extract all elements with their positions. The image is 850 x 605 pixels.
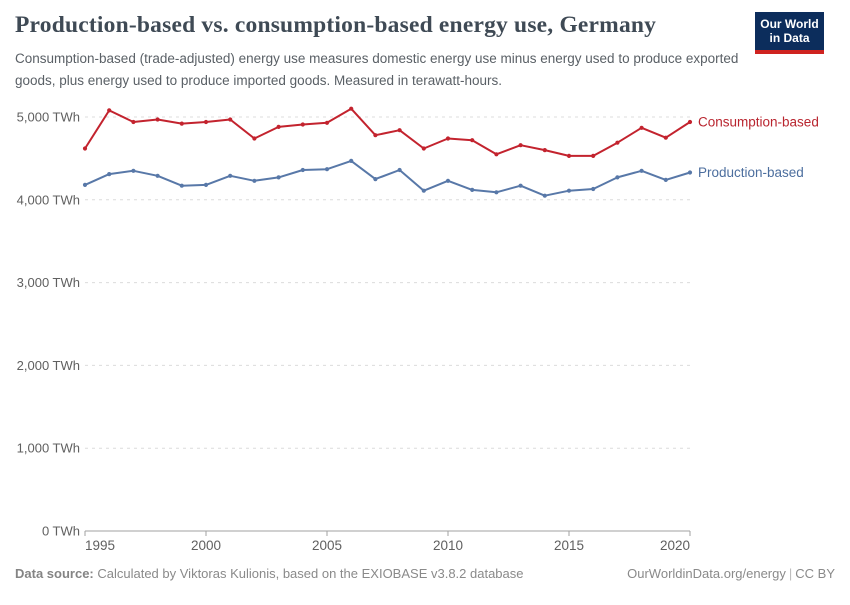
y-tick-label: 0 TWh xyxy=(42,524,80,539)
footer-attribution: OurWorldinData.org/energy | CC BY xyxy=(627,566,835,581)
data-point-production-based[interactable] xyxy=(349,158,354,163)
data-point-consumption-based[interactable] xyxy=(687,119,693,125)
data-point-production-based[interactable] xyxy=(82,182,88,187)
y-tick-label: 4,000 TWh xyxy=(17,192,80,207)
data-point-consumption-based[interactable] xyxy=(276,124,281,129)
data-point-consumption-based[interactable] xyxy=(107,108,112,113)
data-point-consumption-based[interactable] xyxy=(445,136,451,141)
data-point-consumption-based[interactable] xyxy=(155,117,160,122)
page-title: Production-based vs. consumption-based e… xyxy=(15,12,657,38)
data-point-consumption-based[interactable] xyxy=(494,152,499,157)
y-tick-label: 2,000 TWh xyxy=(17,358,80,373)
data-point-consumption-based[interactable] xyxy=(518,143,523,148)
owid-url-link[interactable]: OurWorldinData.org/energy xyxy=(627,565,786,581)
data-point-production-based[interactable] xyxy=(494,190,499,195)
data-point-consumption-based[interactable] xyxy=(663,135,668,140)
chart-subtitle: Consumption-based (trade-adjusted) energ… xyxy=(15,51,739,88)
data-point-consumption-based[interactable] xyxy=(203,119,209,125)
data-source-text: Calculated by Viktoras Kulionis, based o… xyxy=(93,565,524,581)
data-point-consumption-based[interactable] xyxy=(349,106,354,111)
data-point-consumption-based[interactable] xyxy=(566,153,572,158)
data-point-production-based[interactable] xyxy=(131,168,136,173)
series-label-production-based[interactable]: Production-based xyxy=(698,165,804,180)
data-point-production-based[interactable] xyxy=(107,172,112,177)
data-point-consumption-based[interactable] xyxy=(300,122,305,127)
data-point-production-based[interactable] xyxy=(445,178,451,183)
data-point-production-based[interactable] xyxy=(591,186,596,192)
series-label-consumption-based[interactable]: Consumption-based xyxy=(698,114,819,129)
data-point-production-based[interactable] xyxy=(203,182,209,187)
data-point-production-based[interactable] xyxy=(518,183,523,188)
owid-logo-line1: Our World xyxy=(760,16,819,31)
x-tick-label: 2015 xyxy=(554,538,584,553)
data-point-production-based[interactable] xyxy=(687,170,693,175)
x-tick-label: 1995 xyxy=(85,538,115,553)
data-point-production-based[interactable] xyxy=(542,193,547,198)
data-point-consumption-based[interactable] xyxy=(228,117,233,122)
data-point-production-based[interactable] xyxy=(179,183,184,188)
chart-footer: Data source: Calculated by Viktoras Kuli… xyxy=(15,563,835,583)
data-point-consumption-based[interactable] xyxy=(179,121,184,126)
data-point-consumption-based[interactable] xyxy=(421,146,426,151)
x-tick-label: 2010 xyxy=(433,538,463,553)
x-tick-label: 2000 xyxy=(191,538,221,553)
data-source-label: Data source: xyxy=(15,565,94,581)
data-point-consumption-based[interactable] xyxy=(131,119,136,125)
data-point-production-based[interactable] xyxy=(421,188,426,193)
owid-logo-line2: in Data xyxy=(769,31,810,45)
owid-logo[interactable]: Our World in Data xyxy=(755,12,824,54)
chart-header: Production-based vs. consumption-based e… xyxy=(15,12,835,91)
data-point-consumption-based[interactable] xyxy=(373,133,378,138)
y-tick-label: 5,000 TWh xyxy=(17,110,80,125)
data-point-production-based[interactable] xyxy=(639,168,644,173)
x-tick-label: 2005 xyxy=(312,538,342,553)
data-point-production-based[interactable] xyxy=(252,178,257,183)
data-point-production-based[interactable] xyxy=(324,167,330,172)
data-point-production-based[interactable] xyxy=(276,175,281,180)
data-source-note: Data source: Calculated by Viktoras Kuli… xyxy=(15,566,524,581)
series-line-production-based[interactable] xyxy=(84,159,691,197)
data-point-consumption-based[interactable] xyxy=(397,128,402,133)
footer-separator: | xyxy=(788,565,793,581)
data-point-consumption-based[interactable] xyxy=(252,136,257,141)
data-point-production-based[interactable] xyxy=(397,167,402,173)
y-tick-label: 3,000 TWh xyxy=(17,275,80,290)
license-label[interactable]: CC BY xyxy=(795,565,835,581)
data-point-production-based[interactable] xyxy=(663,177,668,182)
series-line-consumption-based[interactable] xyxy=(84,107,691,157)
data-point-production-based[interactable] xyxy=(615,175,620,180)
data-point-production-based[interactable] xyxy=(470,187,475,192)
data-point-production-based[interactable] xyxy=(300,167,305,173)
x-tick-label: 2020 xyxy=(660,538,690,553)
data-point-consumption-based[interactable] xyxy=(82,146,88,151)
data-point-production-based[interactable] xyxy=(373,177,378,182)
data-point-consumption-based[interactable] xyxy=(591,153,596,158)
data-point-production-based[interactable] xyxy=(155,173,160,178)
data-point-consumption-based[interactable] xyxy=(324,120,330,125)
data-point-consumption-based[interactable] xyxy=(639,125,644,130)
data-point-consumption-based[interactable] xyxy=(615,140,620,145)
data-point-consumption-based[interactable] xyxy=(470,138,475,143)
y-tick-label: 1,000 TWh xyxy=(17,441,80,456)
data-point-production-based[interactable] xyxy=(228,173,233,178)
data-point-production-based[interactable] xyxy=(566,188,572,193)
data-point-consumption-based[interactable] xyxy=(542,148,547,153)
